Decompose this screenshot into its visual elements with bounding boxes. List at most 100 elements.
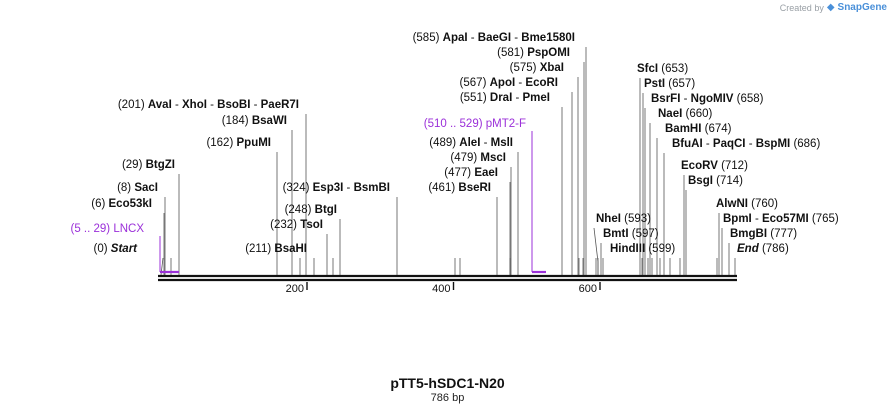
site-label-start[interactable]: (0) Start: [94, 243, 139, 255]
site-position: (0): [94, 243, 108, 255]
enzyme-name: PspOMI: [527, 47, 570, 59]
site-position: (477): [444, 167, 471, 179]
site-labels: (0) Start (6) Eco53kI (8) SacI (29) BtgZI (1…: [91, 32, 839, 255]
enzyme-name: BmgBI: [730, 228, 767, 240]
site-label-hindiii[interactable]: HindIII (599): [610, 243, 675, 255]
enzyme-name: PmeI: [523, 92, 551, 104]
site-position: (660): [686, 108, 713, 120]
separator: -: [515, 77, 525, 89]
enzyme-name: BsmBI: [354, 182, 390, 194]
enzyme-name: NaeI: [658, 108, 682, 120]
site-label-naei[interactable]: NaeI (660): [658, 108, 713, 120]
enzyme-name: ApaI: [443, 32, 468, 44]
enzyme-name: EcoRV: [681, 160, 718, 172]
site-label-saci[interactable]: (8) SacI: [117, 182, 158, 194]
site-label-bmgbi[interactable]: BmgBI (777): [730, 228, 797, 240]
site-position: (658): [737, 93, 764, 105]
axis-tick-label: 200: [286, 283, 304, 295]
separator: -: [511, 32, 521, 44]
enzyme-name: TsoI: [300, 219, 323, 231]
snapgene-logo-icon: ◆: [826, 2, 835, 13]
credit-brand: SnapGene: [837, 2, 887, 13]
site-position: (29): [122, 159, 143, 171]
site-label-avai[interactable]: (201) AvaI - XhoI - BsoBI - PaeR7I: [118, 99, 299, 111]
site-label-end[interactable]: End (786): [737, 243, 789, 255]
site-position: (162): [206, 137, 233, 149]
enzyme-name: BamHI: [665, 123, 701, 135]
site-position: (599): [648, 243, 675, 255]
primer-name: pMT2-F: [486, 118, 526, 130]
site-label-bsgi[interactable]: BsgI (714): [688, 175, 743, 187]
coordinate-axis: 200 400 600: [286, 282, 601, 295]
enzyme-name: BsrFI: [651, 93, 680, 105]
primer-features: (5 .. 29) LNCX (510 .. 529) pMT2-F: [70, 118, 546, 274]
site-position: (567): [460, 77, 487, 89]
separator: -: [250, 99, 260, 111]
site-position: (786): [762, 243, 789, 255]
site-label-tsoi[interactable]: (232) TsoI: [270, 219, 323, 231]
primer-label-lncx[interactable]: (5 .. 29) LNCX: [70, 223, 144, 235]
site-position: (211): [245, 243, 271, 255]
separator: -: [343, 182, 353, 194]
site-position: (597): [632, 228, 659, 240]
site-position: (461): [428, 182, 455, 194]
site-label-pspomi[interactable]: (581) PspOMI: [497, 47, 570, 59]
enzyme-name: SacI: [134, 182, 158, 194]
separator: -: [207, 99, 217, 111]
primer-label-pmt2-f[interactable]: (510 .. 529) pMT2-F: [424, 118, 526, 130]
enzyme-name: BaeGI: [478, 32, 511, 44]
enzyme-name: Start: [111, 243, 138, 255]
site-label-bfuai[interactable]: BfuAI - PaqCI - BspMI (686): [672, 138, 820, 150]
primer-name: LNCX: [113, 223, 144, 235]
site-position: (674): [705, 123, 732, 135]
site-position: (248): [285, 204, 312, 216]
site-label-psti[interactable]: PstI (657): [644, 78, 695, 90]
separator: -: [512, 92, 522, 104]
site-position: (184): [222, 115, 249, 127]
site-position: (714): [716, 175, 743, 187]
enzyme-name: BseRI: [458, 182, 491, 194]
site-label-btgi[interactable]: (248) BtgI: [285, 204, 337, 216]
enzyme-name: BtgI: [315, 204, 337, 216]
separator: -: [468, 32, 478, 44]
enzyme-name: BtgZI: [146, 159, 175, 171]
site-label-msci[interactable]: (479) MscI: [450, 152, 506, 164]
site-label-ppumi[interactable]: (162) PpuMI: [206, 137, 271, 149]
site-label-bpmi[interactable]: BpmI - Eco57MI (765): [723, 213, 839, 225]
site-label-bsrfi[interactable]: BsrFI - NgoMIV (658): [651, 93, 764, 105]
site-position: (8): [117, 182, 131, 194]
site-label-alwni[interactable]: AlwNI (760): [716, 198, 778, 210]
site-label-alei[interactable]: (489) AleI - MslI: [429, 137, 513, 149]
separator: -: [480, 137, 490, 149]
site-position: (593): [624, 213, 651, 225]
site-label-esp3i[interactable]: (324) Esp3I - BsmBI: [283, 182, 390, 194]
enzyme-name: BmtI: [603, 228, 629, 240]
site-position: (201): [118, 99, 145, 111]
site-label-eco53ki[interactable]: (6) Eco53kI: [91, 198, 152, 210]
site-label-bsahi[interactable]: (211) BsaHI: [245, 243, 307, 255]
site-label-drai[interactable]: (551) DraI - PmeI: [460, 92, 550, 104]
separator: -: [172, 99, 182, 111]
site-label-bmti[interactable]: BmtI (597): [603, 228, 659, 240]
site-label-eaei[interactable]: (477) EaeI: [444, 167, 498, 179]
enzyme-name: BsaHI: [274, 243, 307, 255]
site-label-sfci[interactable]: SfcI (653): [637, 63, 688, 75]
site-position: (479): [450, 152, 477, 164]
site-label-apai[interactable]: (585) ApaI - BaeGI - Bme1580I: [413, 32, 575, 44]
site-label-bamhi[interactable]: BamHI (674): [665, 123, 732, 135]
site-label-nhei[interactable]: NheI (593): [596, 213, 651, 225]
enzyme-name: HindIII: [610, 243, 645, 255]
site-position: (653): [661, 63, 688, 75]
site-label-bseri[interactable]: (461) BseRI: [428, 182, 491, 194]
site-label-xbai[interactable]: (575) XbaI: [510, 62, 564, 74]
site-position: (6): [91, 198, 105, 210]
site-label-btgzi[interactable]: (29) BtgZI: [122, 159, 175, 171]
enzyme-name: BsaWI: [252, 115, 287, 127]
site-label-apoi[interactable]: (567) ApoI - EcoRI: [460, 77, 558, 89]
enzyme-name: ApoI: [490, 77, 516, 89]
site-label-ecorv[interactable]: EcoRV (712): [681, 160, 748, 172]
site-label-bsawi[interactable]: (184) BsaWI: [222, 115, 287, 127]
enzyme-name: PaeR7I: [261, 99, 299, 111]
site-position: (575): [510, 62, 537, 74]
